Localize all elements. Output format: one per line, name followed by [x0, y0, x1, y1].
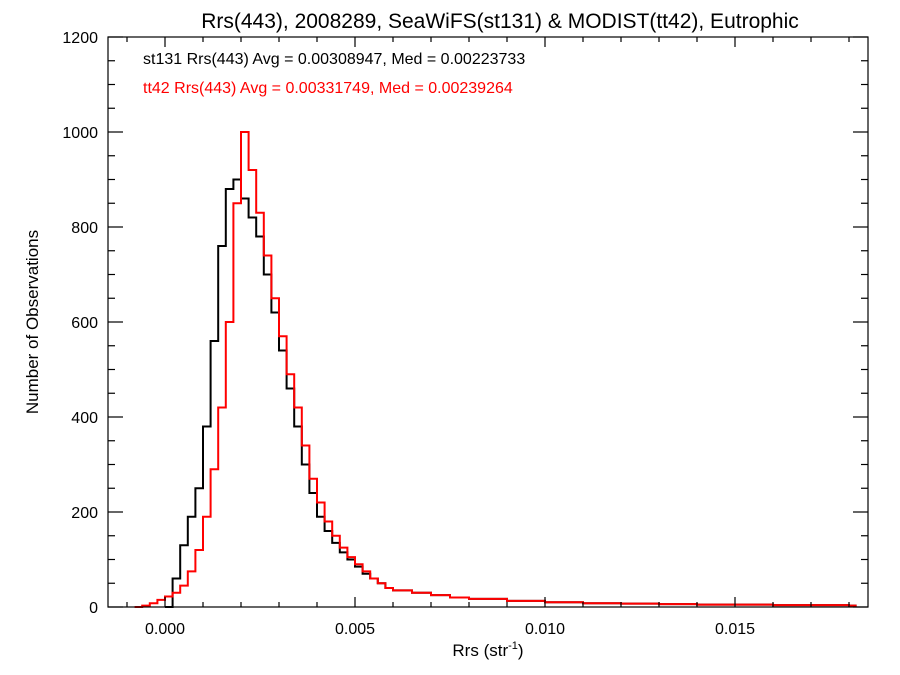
y-tick-label: 600: [71, 315, 98, 332]
legend-entry-tt42: tt42 Rrs(443) Avg = 0.00331749, Med = 0.…: [143, 80, 513, 97]
x-axis-label-close: ): [518, 641, 524, 660]
x-tick-label: 0.005: [335, 621, 375, 638]
series-layer: [134, 131, 857, 608]
chart-title: Rrs(443), 2008289, SeaWiFS(st131) & MODI…: [201, 10, 799, 33]
series-line-st131: [165, 178, 857, 608]
x-tick-label: 0.000: [145, 621, 185, 638]
x-tick-label: 0.010: [525, 621, 565, 638]
series-line-tt42: [134, 131, 857, 608]
y-tick-label: 1000: [62, 125, 98, 142]
x-axis-label-main: Rrs (str: [452, 641, 508, 660]
y-tick-label: 400: [71, 410, 98, 427]
y-tick-label: 0: [89, 600, 98, 617]
plot-frame: [107, 36, 869, 608]
legend-entry-st131: st131 Rrs(443) Avg = 0.00308947, Med = 0…: [143, 51, 525, 68]
y-tick-label: 200: [71, 505, 98, 522]
y-tick-label: 800: [71, 220, 98, 237]
y-axis-label: Number of Observations: [23, 230, 42, 414]
x-axis-label-exponent: -1: [508, 640, 518, 652]
x-tick-label: 0.015: [715, 621, 755, 638]
y-tick-label: 1200: [62, 30, 98, 47]
tick-layer: 0.000 0.005 0.010 0.015 0 200 400 600 800 1000 120…: [62, 30, 868, 638]
x-axis-label: Rrs (str-1): [452, 640, 523, 660]
